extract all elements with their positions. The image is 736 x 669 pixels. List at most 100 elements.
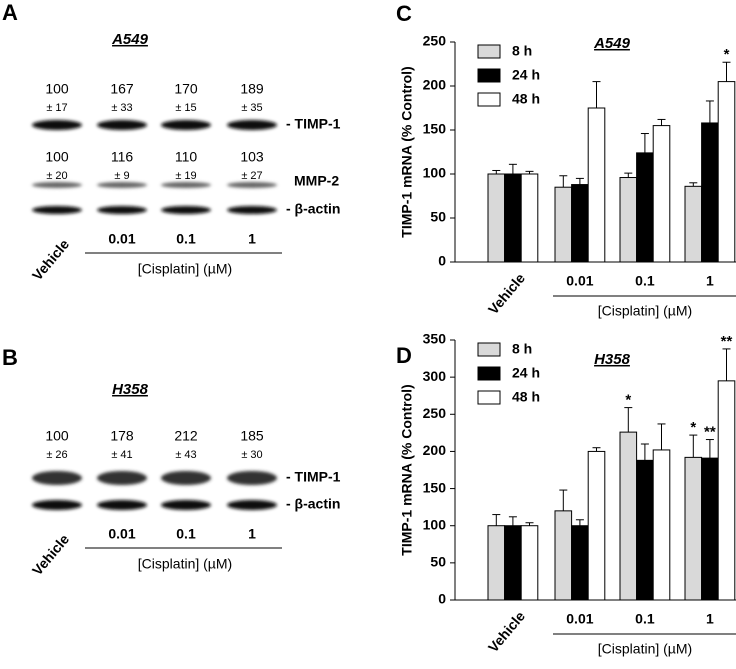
legend-label: 24 h xyxy=(512,67,540,83)
y-tick-label: 0 xyxy=(438,253,446,269)
legend-label: 48 h xyxy=(512,389,540,405)
bar xyxy=(636,152,654,263)
bar xyxy=(487,525,506,601)
x-tick-label: 1 xyxy=(706,273,714,289)
bar xyxy=(701,457,719,601)
densitometry-value: 178 xyxy=(110,428,134,444)
panel-label: D xyxy=(396,343,412,368)
densitometry-value: 110 xyxy=(175,149,198,165)
densitometry-value: 103 xyxy=(240,149,264,165)
densitometry-value: 170 xyxy=(174,81,198,97)
blot-label: - TIMP-1 xyxy=(286,116,341,132)
bar xyxy=(504,525,522,601)
densitometry-error: ± 43 xyxy=(175,449,196,461)
densitometry-value: 116 xyxy=(111,149,134,165)
lane-label: 0.01 xyxy=(108,231,135,247)
y-tick-label: 300 xyxy=(423,368,447,384)
significance-label: ** xyxy=(721,333,733,350)
legend-swatch xyxy=(477,68,501,83)
significance-label: * xyxy=(724,46,730,63)
bar xyxy=(684,185,703,263)
bar xyxy=(520,173,539,263)
chart-title: A549 xyxy=(593,35,631,52)
densitometry-error: ± 26 xyxy=(46,449,67,461)
bar xyxy=(554,510,573,601)
x-axis-label: [Cisplatin] (µM) xyxy=(598,641,692,657)
densitometry-value: 100 xyxy=(45,81,69,97)
lane-label: Vehicle xyxy=(29,531,72,578)
blot-label: - β-actin xyxy=(286,201,340,217)
bar xyxy=(487,173,506,263)
y-tick-label: 100 xyxy=(423,165,447,181)
x-tick-label: 0.01 xyxy=(566,273,593,289)
densitometry-value: 100 xyxy=(45,149,69,165)
legend-label: 8 h xyxy=(512,43,532,59)
y-tick-label: 250 xyxy=(423,405,447,421)
blot-band xyxy=(161,471,211,485)
blot-band xyxy=(227,182,277,188)
densitometry-value: 189 xyxy=(240,81,264,97)
bar xyxy=(652,449,671,601)
x-tick-label: 0.1 xyxy=(635,273,655,289)
y-tick-label: 50 xyxy=(430,209,446,225)
densitometry-error: ± 27 xyxy=(241,170,262,182)
densitometry-error: ± 30 xyxy=(241,449,262,461)
lane-label: 1 xyxy=(248,231,256,247)
lane-label: 0.1 xyxy=(176,231,196,247)
blot-band xyxy=(227,120,277,130)
panel-title: H358 xyxy=(112,381,149,398)
legend-label: 8 h xyxy=(512,341,532,357)
densitometry-error: ± 41 xyxy=(111,449,132,461)
blot-band xyxy=(97,206,147,214)
blot-band xyxy=(97,500,147,510)
bar xyxy=(571,184,589,263)
bar xyxy=(717,380,736,601)
panel-label: B xyxy=(2,345,18,370)
legend-label: 24 h xyxy=(512,365,540,381)
y-tick-label: 50 xyxy=(430,554,446,570)
x-tick-label: Vehicle xyxy=(485,608,528,655)
legend-swatch xyxy=(477,390,501,405)
y-tick-label: 100 xyxy=(423,516,447,532)
bar xyxy=(587,107,606,263)
significance-label: ** xyxy=(704,424,716,441)
blot-label: MMP-2 xyxy=(294,173,339,189)
blot-label: - TIMP-1 xyxy=(286,469,341,485)
blot-band xyxy=(161,120,211,130)
significance-label: * xyxy=(690,419,696,436)
densitometry-error: ± 35 xyxy=(241,102,262,114)
bar xyxy=(587,450,606,601)
panel-title: A549 xyxy=(111,31,149,48)
bar xyxy=(571,525,589,601)
densitometry-value: 100 xyxy=(45,428,69,444)
lane-label: 0.01 xyxy=(108,526,135,542)
significance-label: * xyxy=(625,392,631,409)
bar xyxy=(520,525,539,601)
blot-label: - β-actin xyxy=(286,496,340,512)
bar xyxy=(619,177,638,263)
y-tick-label: 0 xyxy=(438,591,446,607)
blot-band xyxy=(97,120,147,130)
y-tick-label: 150 xyxy=(423,479,447,495)
densitometry-error: ± 19 xyxy=(175,170,196,182)
bar xyxy=(504,173,522,263)
bar xyxy=(619,431,638,601)
blot-band xyxy=(32,120,82,130)
x-axis-label: [Cisplatin] (µM) xyxy=(138,556,232,572)
legend-swatch xyxy=(477,92,501,107)
legend-swatch xyxy=(477,366,501,381)
blot-band xyxy=(32,500,82,510)
blot-band xyxy=(32,206,82,214)
x-tick-label: 0.01 xyxy=(566,611,593,627)
lane-label: 0.1 xyxy=(176,526,196,542)
densitometry-error: ± 15 xyxy=(175,102,196,114)
lane-label: Vehicle xyxy=(29,236,72,283)
x-axis-label: [Cisplatin] (µM) xyxy=(138,261,232,277)
bar xyxy=(701,122,719,263)
legend-label: 48 h xyxy=(512,91,540,107)
blot-band xyxy=(161,500,211,510)
bar xyxy=(717,81,736,263)
bar xyxy=(636,459,654,601)
densitometry-error: ± 9 xyxy=(114,170,129,182)
